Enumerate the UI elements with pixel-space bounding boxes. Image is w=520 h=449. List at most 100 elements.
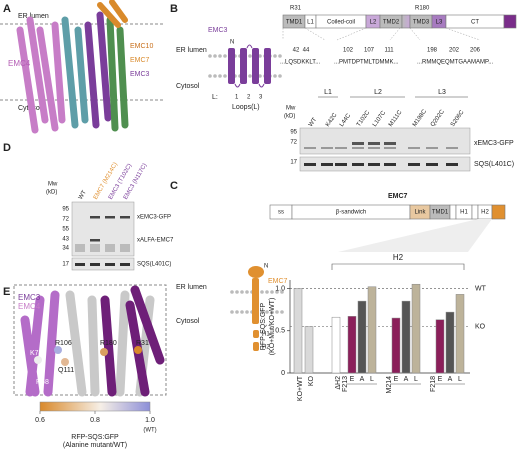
subunit-label: EMC10 bbox=[130, 43, 153, 50]
domain-label: CT bbox=[471, 20, 479, 26]
group-label: F218 bbox=[430, 376, 437, 392]
lipid bbox=[208, 54, 212, 58]
band bbox=[352, 142, 364, 145]
n-term: N bbox=[264, 264, 268, 270]
domain-label: TMD3 bbox=[413, 20, 430, 26]
bracket bbox=[331, 263, 465, 270]
band bbox=[446, 163, 458, 166]
panel-label: B bbox=[170, 3, 178, 15]
loops-caption: Loops(L) bbox=[232, 104, 260, 111]
band bbox=[321, 147, 333, 149]
x-tick-label: A bbox=[360, 376, 365, 383]
lane-label: Q202C bbox=[430, 108, 446, 128]
lipid bbox=[265, 310, 269, 314]
lipid bbox=[258, 54, 262, 58]
mw-value: 17 bbox=[62, 262, 69, 268]
x-tick-label: E bbox=[394, 376, 399, 383]
bracket-label: H2 bbox=[393, 253, 404, 262]
x-tick-label: A bbox=[448, 376, 453, 383]
band bbox=[120, 244, 130, 252]
gel bbox=[299, 127, 471, 155]
position-label: 198 bbox=[427, 48, 438, 54]
band bbox=[321, 163, 333, 166]
cytosol-label: Cytosol bbox=[176, 318, 200, 325]
position-label: 111 bbox=[384, 48, 394, 54]
residue-label: K78 bbox=[30, 350, 43, 357]
mw-value: 55 bbox=[62, 227, 69, 233]
panel-label: A bbox=[3, 3, 11, 15]
domain-label: Link bbox=[414, 210, 426, 216]
sequence: ...RMMQEQMTGAAMAMP... bbox=[417, 60, 494, 66]
bar bbox=[455, 294, 465, 374]
group-label: L1 bbox=[324, 89, 332, 96]
lipid bbox=[248, 54, 252, 58]
lipid bbox=[230, 310, 234, 314]
x-tick-label: KO bbox=[308, 375, 315, 386]
domain-bar bbox=[269, 204, 506, 220]
gel-bands bbox=[75, 216, 130, 266]
band bbox=[408, 163, 420, 166]
residue-label: R68 bbox=[36, 379, 49, 386]
colorbar-tick-label: 0.8 bbox=[90, 417, 100, 424]
er-lumen-label: ER lumen bbox=[176, 284, 207, 291]
domain-label: TMD2 bbox=[383, 20, 400, 26]
n-term: N bbox=[230, 40, 234, 46]
colorbar-ticks: 0.6 0.8 1.0 bbox=[35, 411, 155, 424]
lipid bbox=[260, 310, 264, 314]
residue-label: R180 bbox=[100, 340, 117, 347]
loop-label: 1 bbox=[235, 95, 239, 101]
lane-label: S206C bbox=[450, 109, 466, 128]
lipid bbox=[208, 74, 212, 78]
lipid bbox=[280, 290, 284, 294]
topology-c bbox=[248, 266, 264, 351]
band-label: xALFA-EMC7 bbox=[137, 238, 174, 244]
domain-label: H1 bbox=[460, 210, 468, 216]
band bbox=[105, 244, 115, 252]
band bbox=[304, 147, 316, 149]
colorbar-subtitle: (Alanine mutant/WT) bbox=[63, 442, 127, 449]
position-label: 107 bbox=[364, 48, 375, 54]
lane-label: WT bbox=[78, 189, 88, 200]
position-label: 44 bbox=[303, 48, 310, 54]
bar bbox=[445, 311, 455, 374]
band bbox=[368, 147, 380, 149]
gel-bands bbox=[304, 142, 458, 166]
bar bbox=[304, 326, 314, 374]
x-tick-label: ΔH2 bbox=[335, 376, 342, 390]
lane-label: T102C bbox=[356, 109, 372, 128]
colorbar-wt: (WT) bbox=[143, 428, 156, 434]
domain-label: TMD1 bbox=[432, 210, 449, 216]
lane-label: WT bbox=[308, 117, 318, 128]
topology-b bbox=[228, 44, 271, 88]
domain-label: Coiled-coil bbox=[327, 20, 355, 26]
band bbox=[384, 163, 396, 166]
band bbox=[75, 244, 85, 252]
lipid bbox=[265, 290, 269, 294]
lipid bbox=[245, 290, 249, 294]
bar bbox=[435, 319, 445, 374]
group-label: F213 bbox=[342, 376, 349, 392]
lipid bbox=[213, 54, 217, 58]
lipid bbox=[260, 290, 264, 294]
reference-label: WT bbox=[475, 285, 487, 292]
mw-values: 95 72 55 43 34 17 bbox=[62, 207, 69, 268]
residue-label: R106 bbox=[55, 340, 72, 347]
y-tick-label: 0.5 bbox=[275, 328, 285, 335]
lipid bbox=[270, 290, 274, 294]
group-label: M214 bbox=[386, 376, 393, 394]
bar bbox=[357, 300, 367, 374]
band bbox=[335, 147, 347, 149]
residue-label: Q111 bbox=[58, 367, 74, 374]
lane-label: M111C bbox=[388, 109, 404, 128]
lipid bbox=[230, 290, 234, 294]
bar bbox=[401, 300, 411, 374]
band bbox=[105, 263, 115, 266]
domain-label: L2 bbox=[370, 20, 377, 26]
gel bbox=[71, 257, 135, 271]
structure-a bbox=[16, 0, 129, 134]
protein-label: EMC3 bbox=[208, 27, 228, 34]
subunit-label: EMC4 bbox=[18, 302, 41, 311]
band bbox=[368, 163, 380, 166]
panel-label: C bbox=[170, 180, 178, 192]
x-tick-label: L bbox=[414, 376, 418, 383]
